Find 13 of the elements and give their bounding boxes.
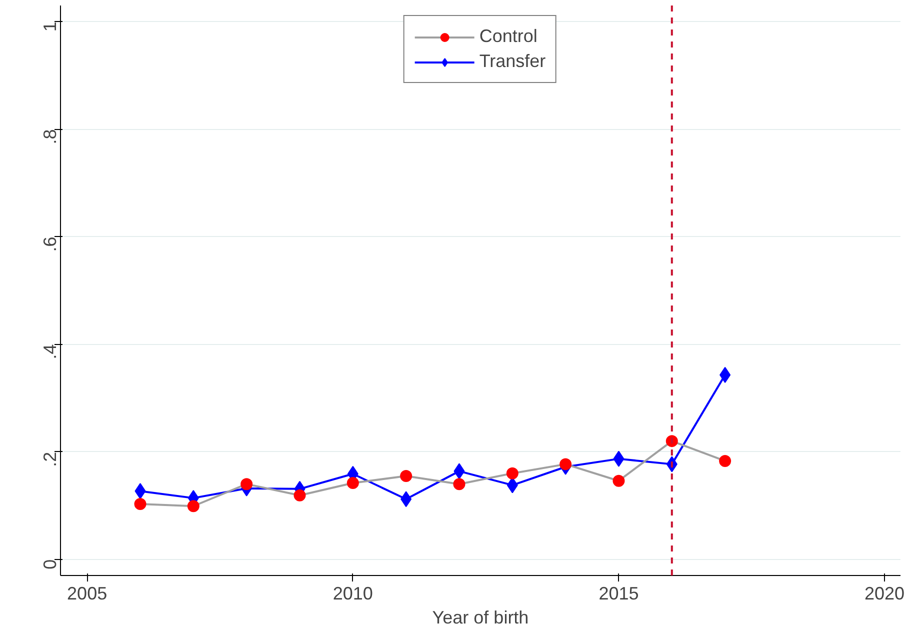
x-axis-title: Year of birth	[432, 608, 529, 628]
y-tick-label: .8	[40, 129, 60, 144]
y-tick-label: .2	[40, 452, 60, 467]
legend-label: Transfer	[479, 51, 546, 72]
x-tick-label: 2005	[67, 584, 108, 604]
legend-label: Control	[479, 26, 538, 47]
x-tick-label: 2010	[332, 584, 373, 604]
y-tick-label: .6	[40, 236, 60, 252]
y-tick-label: 1	[40, 22, 60, 32]
y-tick-label: 0	[40, 559, 60, 570]
x-tick-label: 2015	[598, 584, 639, 604]
x-tick-label: 2020	[864, 584, 905, 604]
y-tick-label: .4	[40, 344, 60, 360]
